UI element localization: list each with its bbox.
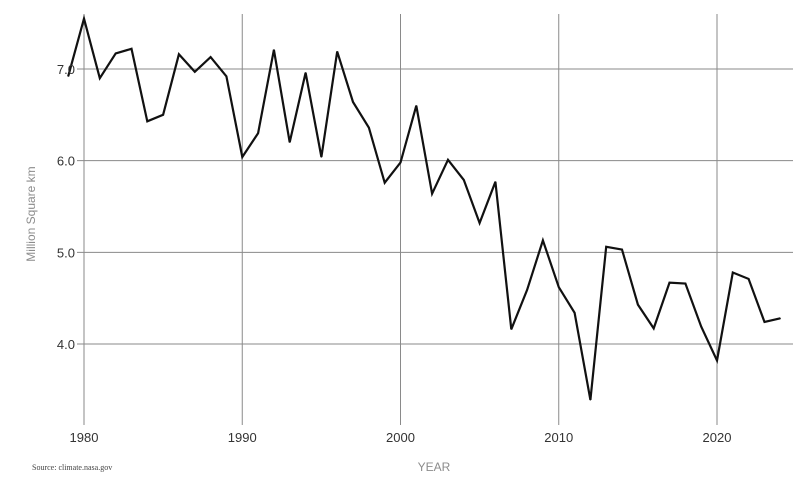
data-point-1989 <box>225 75 227 77</box>
x-tick-label: 2000 <box>386 430 415 445</box>
data-point-2008 <box>526 289 528 291</box>
series-line <box>67 14 781 401</box>
data-point-2004 <box>463 179 465 181</box>
data-point-2007 <box>510 328 512 330</box>
x-tick-label: 1980 <box>70 430 99 445</box>
data-point-2022 <box>748 278 750 280</box>
data-point-1993 <box>289 141 291 143</box>
data-point-2019 <box>700 326 702 328</box>
y-tick-label: 4.0 <box>57 337 75 352</box>
data-point-1981 <box>99 77 101 79</box>
data-point-1999 <box>384 182 386 184</box>
data-point-1990 <box>241 156 243 158</box>
x-axis-title: YEAR <box>418 460 451 474</box>
data-point-1988 <box>210 56 212 58</box>
data-point-2003 <box>447 159 449 161</box>
data-point-2001 <box>415 105 417 107</box>
data-point-2016 <box>653 327 655 329</box>
data-point-2009 <box>542 239 544 241</box>
data-point-2005 <box>479 222 481 224</box>
y-tick-label: 7.0 <box>57 62 75 77</box>
y-tick-label: 5.0 <box>57 245 75 260</box>
tick-labels: 1980 1990 2000 2010 2020 4.0 5.0 6.0 7.0 <box>57 62 732 445</box>
y-tick-label: 6.0 <box>57 154 75 169</box>
series-layer <box>67 14 781 401</box>
x-tick-label: 2010 <box>544 430 573 445</box>
data-point-2012 <box>589 399 592 401</box>
data-point-1982 <box>115 52 117 55</box>
x-tick-label: 2020 <box>703 430 732 445</box>
data-point-2011 <box>574 312 576 314</box>
source-note: Source: climate.nasa.gov <box>32 463 112 472</box>
data-point-1987 <box>194 71 196 73</box>
data-point-2018 <box>684 282 687 285</box>
data-point-2006 <box>494 181 496 183</box>
data-point-1979 <box>67 75 69 77</box>
data-point-1991 <box>257 132 259 134</box>
data-point-2017 <box>668 282 671 284</box>
grid <box>77 14 793 425</box>
data-point-1995 <box>320 156 322 158</box>
data-point-1997 <box>352 101 354 103</box>
y-axis-title: Million Square km <box>24 166 38 261</box>
data-point-2021 <box>732 271 734 274</box>
data-point-2014 <box>621 249 623 251</box>
data-point-1986 <box>178 53 180 55</box>
data-point-1994 <box>305 72 307 74</box>
data-point-1985 <box>162 114 164 116</box>
data-point-1983 <box>130 48 133 50</box>
data-point-2010 <box>558 286 560 288</box>
data-point-1992 <box>273 49 275 51</box>
data-point-1984 <box>146 120 148 122</box>
data-point-1998 <box>368 127 370 129</box>
x-tick-label: 1990 <box>228 430 257 445</box>
data-point-2002 <box>431 193 433 195</box>
data-point-1996 <box>336 51 338 53</box>
data-point-2000 <box>399 161 402 164</box>
data-point-2013 <box>605 246 607 248</box>
data-point-2015 <box>637 304 639 306</box>
data-point-2024 <box>779 317 781 319</box>
data-point-2020 <box>716 359 718 362</box>
data-point-2023 <box>763 321 766 323</box>
data-point-1980 <box>83 18 85 20</box>
